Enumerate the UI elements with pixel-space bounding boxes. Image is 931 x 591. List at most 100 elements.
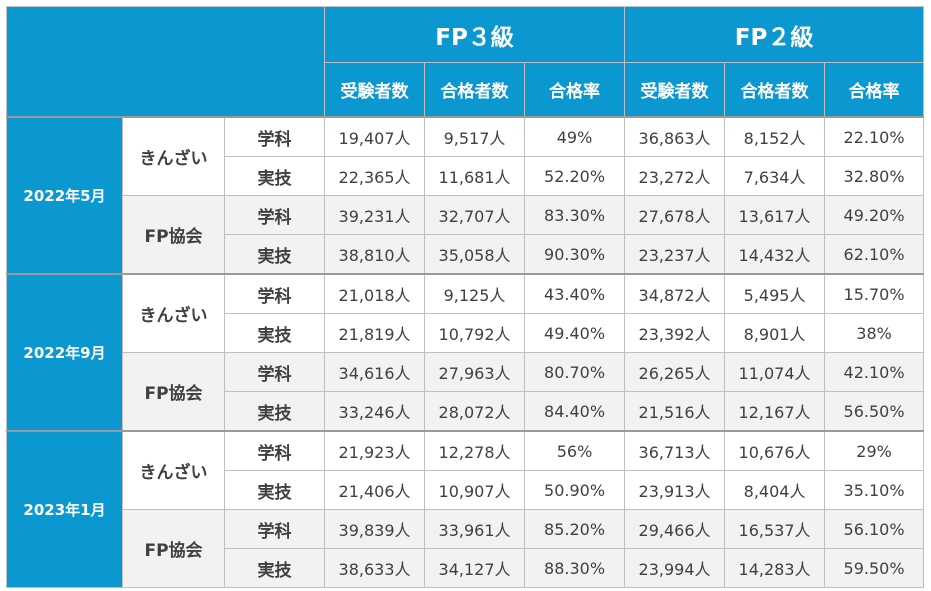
period-label: 2022年5月 [6, 116, 123, 275]
organizer-label: FP協会 [122, 509, 225, 588]
exam-type-label: 学科 [223, 352, 326, 392]
value-cell: 85.20% [524, 509, 626, 549]
value-cell: 62.10% [824, 234, 925, 275]
value-cell: 11,074人 [724, 352, 826, 392]
organizer-label: FP協会 [122, 352, 225, 432]
table-row: FP協会 学科 34,616人 27,963人 80.70% 26,265人 11,074人… [7, 352, 925, 432]
value-cell: 49.40% [524, 313, 626, 353]
value-cell: 33,961人 [424, 509, 526, 549]
value-cell: 39,231人 [324, 195, 426, 235]
value-cell: 10,792人 [424, 313, 526, 353]
value-cell: 84.40% [524, 391, 626, 432]
table-row: 実技 38,810人 35,058人 90.30% 23,237人 14,432人 62.1… [7, 234, 925, 275]
organizer-label: きんざい [122, 116, 225, 196]
value-cell: 21,406人 [324, 470, 426, 510]
value-cell: 32,707人 [424, 195, 526, 235]
table-row: FP協会 学科 39,231人 32,707人 83.30% 27,678人 13,617人… [7, 195, 925, 275]
value-cell: 23,392人 [624, 313, 726, 353]
organizer-label: FP協会 [122, 195, 225, 275]
value-cell: 23,994人 [624, 548, 726, 588]
table-row: 実技 38,633人 34,127人 88.30% 23,994人 14,283人 59.5… [7, 548, 925, 588]
value-cell: 21,923人 [324, 430, 426, 471]
value-cell: 23,913人 [624, 470, 726, 510]
table-row: 実技 21,819人 10,792人 49.40% 23,392人 8,901人 38% [7, 313, 925, 353]
exam-type-label: 学科 [223, 509, 326, 549]
value-cell: 13,617人 [724, 195, 826, 235]
value-cell: 27,678人 [624, 195, 726, 235]
exam-type-label: 実技 [223, 234, 326, 275]
value-cell: 21,516人 [624, 391, 726, 432]
value-cell: 56.50% [824, 391, 925, 432]
exam-type-label: 実技 [223, 313, 326, 353]
fp-exam-results-table: FP３級 FP２級 受験者数 合格者数 合格率 受験者数 合格者数 合格率 20… [5, 6, 925, 588]
value-cell: 27,963人 [424, 352, 526, 392]
value-cell: 32.80% [824, 156, 925, 196]
value-cell: 29% [824, 430, 925, 471]
value-cell: 10,907人 [424, 470, 526, 510]
value-cell: 52.20% [524, 156, 626, 196]
column-header-row: 受験者数 合格者数 合格率 受験者数 合格者数 合格率 [7, 62, 925, 118]
period-label: 2022年9月 [6, 273, 123, 432]
group-header-row: FP３級 FP２級 [5, 6, 925, 118]
value-cell: 11,681人 [424, 156, 526, 196]
exam-type-label: 実技 [223, 548, 326, 588]
value-cell: 9,125人 [424, 273, 526, 314]
value-cell: 35.10% [824, 470, 925, 510]
value-cell: 80.70% [524, 352, 626, 392]
exam-type-label: 学科 [223, 273, 326, 314]
value-cell: 8,404人 [724, 470, 826, 510]
exam-type-label: 実技 [223, 391, 326, 432]
value-cell: 50.90% [524, 470, 626, 510]
value-cell: 21,018人 [324, 273, 426, 314]
table-row: 2022年5月 きんざい 学科 19,407人 9,517人 49% 36,863人 8,15… [6, 116, 925, 275]
value-cell: 12,167人 [724, 391, 826, 432]
value-cell: 56.10% [824, 509, 925, 549]
value-cell: 29,466人 [624, 509, 726, 549]
value-cell: 28,072人 [424, 391, 526, 432]
value-cell: 49.20% [824, 195, 925, 235]
table-row: 実技 33,246人 28,072人 84.40% 21,516人 12,167人 56.5… [7, 391, 925, 432]
value-cell: 14,283人 [724, 548, 826, 588]
value-cell: 59.50% [824, 548, 925, 588]
value-cell: 14,432人 [724, 234, 826, 275]
exam-type-label: 学科 [223, 195, 326, 235]
value-cell: 42.10% [824, 352, 925, 392]
value-cell: 15.70% [824, 273, 925, 314]
value-cell: 38% [824, 313, 925, 353]
value-cell: 8,901人 [724, 313, 826, 353]
value-cell: 34,872人 [624, 273, 726, 314]
value-cell: 16,537人 [724, 509, 826, 549]
value-cell: 33,246人 [324, 391, 426, 432]
value-cell: 90.30% [524, 234, 626, 275]
exam-type-label: 学科 [223, 430, 326, 471]
value-cell: 39,839人 [324, 509, 426, 549]
value-cell: 9,517人 [424, 116, 526, 157]
table-row: 2022年9月 きんざい 学科 21,018人 9,125人 43.40% 34,872人 5… [6, 273, 925, 432]
exam-type-label: 実技 [223, 470, 326, 510]
value-cell: 49% [524, 116, 626, 157]
value-cell: 21,819人 [324, 313, 426, 353]
value-cell: 23,272人 [624, 156, 726, 196]
value-cell: 19,407人 [324, 116, 426, 157]
value-cell: 26,265人 [624, 352, 726, 392]
value-cell: 22,365人 [324, 156, 426, 196]
col-header-fp3-pass-rate: 合格率 [524, 62, 626, 118]
value-cell: 83.30% [524, 195, 626, 235]
value-cell: 56% [524, 430, 626, 471]
table-row: 実技 21,406人 10,907人 50.90% 23,913人 8,404人 35.10… [7, 470, 925, 510]
value-cell: 36,713人 [624, 430, 726, 471]
organizer-label: きんざい [122, 430, 225, 510]
value-cell: 36,863人 [624, 116, 726, 157]
group-title-fp3: FP３級 [324, 6, 626, 63]
value-cell: 8,152人 [724, 116, 826, 157]
table-row: 2023年1月 きんざい 学科 21,923人 12,278人 56% 36,713人 10,… [6, 430, 925, 588]
value-cell: 22.10% [824, 116, 925, 157]
value-cell: 34,127人 [424, 548, 526, 588]
col-header-fp3-examinees: 受験者数 [324, 62, 426, 118]
group-title-fp2: FP２級 [624, 6, 925, 63]
value-cell: 88.30% [524, 548, 626, 588]
value-cell: 35,058人 [424, 234, 526, 275]
value-cell: 38,633人 [324, 548, 426, 588]
col-header-fp2-examinees: 受験者数 [624, 62, 726, 118]
col-header-fp2-pass-rate: 合格率 [824, 62, 925, 118]
